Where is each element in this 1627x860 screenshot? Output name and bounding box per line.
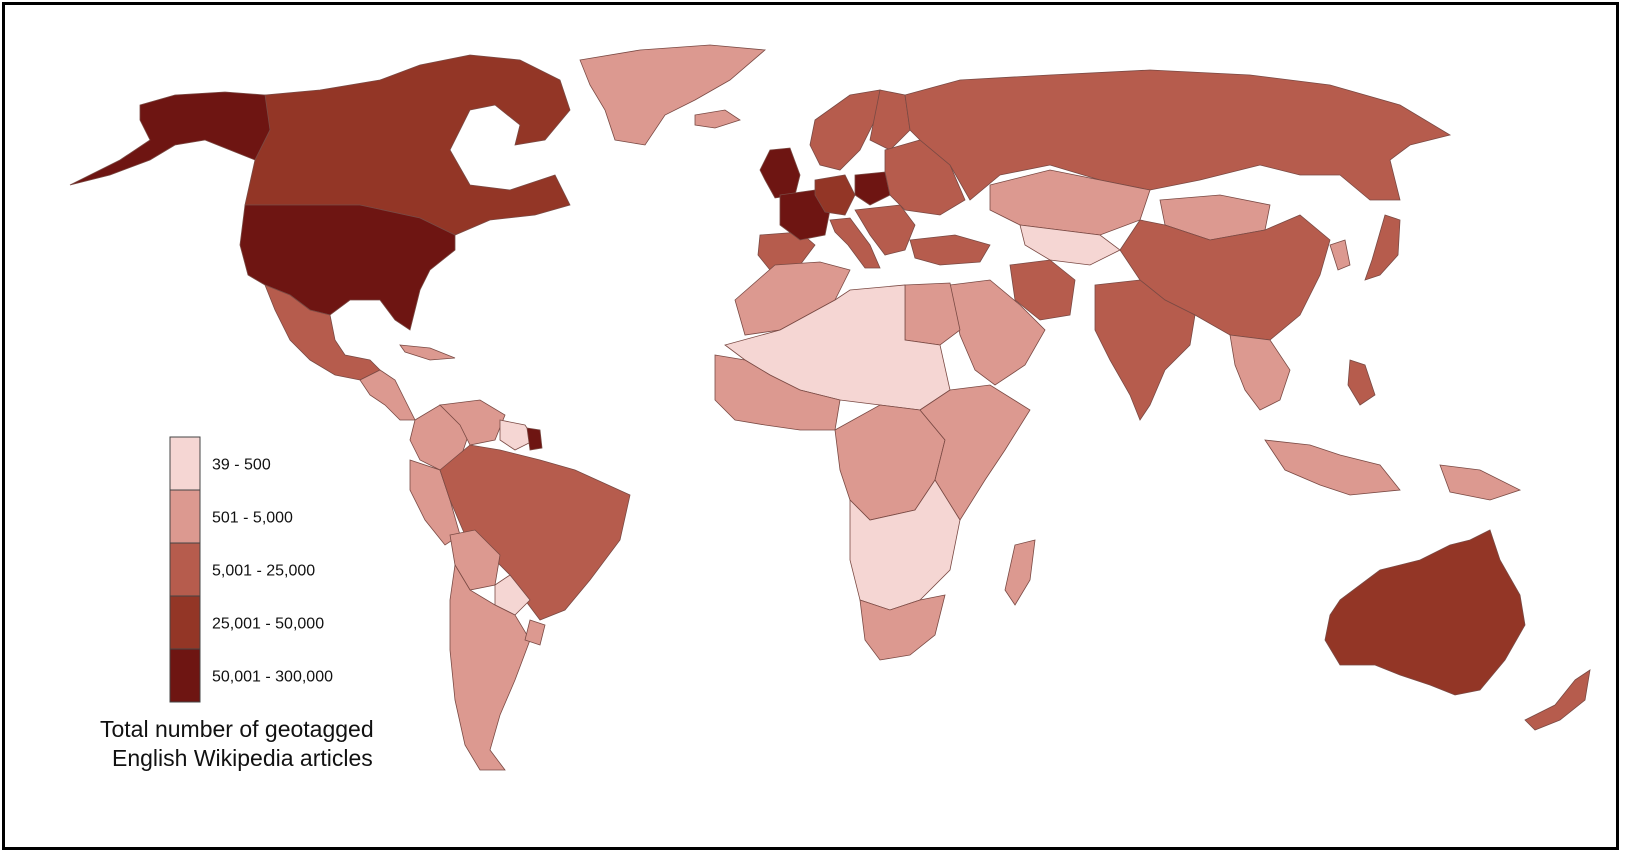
region-kazakhstan [989, 169, 1151, 236]
legend-label-5: 50,001 - 300,000 [212, 669, 333, 686]
legend-swatch-3 [169, 542, 201, 597]
region-australia [1324, 529, 1526, 696]
region-usa [239, 204, 456, 331]
region-southern-africa [849, 479, 961, 611]
legend-title-line1: Total number of geotagged [100, 716, 374, 742]
region-guyana-suriname [499, 419, 536, 451]
region-uk-ireland [759, 147, 801, 199]
region-germany [814, 174, 856, 216]
region-papua [1439, 464, 1522, 501]
region-southeast-asia [1229, 334, 1291, 411]
legend-label-2: 501 - 5,000 [212, 510, 293, 527]
region-russia [904, 69, 1452, 201]
legend-label-3: 5,001 - 25,000 [212, 563, 315, 580]
region-iran [1009, 259, 1076, 321]
region-india [1094, 279, 1196, 421]
region-new-zealand [1524, 669, 1591, 731]
region-north-africa [734, 261, 851, 336]
region-italy [829, 217, 881, 269]
legend-label-4: 25,001 - 50,000 [212, 616, 324, 633]
region-french-guiana [526, 427, 543, 451]
legend-swatch-1 [169, 436, 201, 491]
region-turkey [909, 234, 991, 266]
region-paraguay [494, 574, 531, 616]
legend-label-1: 39 - 500 [212, 457, 271, 474]
region-south-africa [859, 594, 946, 661]
region-uruguay [524, 619, 546, 646]
legend-swatch-2 [169, 489, 201, 544]
legend-swatches [169, 436, 201, 703]
region-chile-argentina [449, 563, 531, 771]
legend-swatch-5 [169, 648, 201, 703]
legend-labels: 39 - 500 501 - 5,000 5,001 - 25,000 25,001 … [212, 457, 333, 686]
region-alaska [69, 91, 301, 186]
region-japan [1364, 214, 1401, 281]
region-philippines [1347, 359, 1376, 406]
region-central-america [359, 369, 416, 421]
region-greenland [579, 44, 766, 146]
legend-swatch-4 [169, 595, 201, 650]
region-iceland [694, 109, 741, 129]
region-madagascar [1004, 539, 1036, 606]
region-poland [854, 171, 891, 206]
legend: 39 - 500 501 - 5,000 5,001 - 25,000 25,001 … [100, 436, 374, 771]
region-korea [1329, 239, 1351, 271]
region-venezuela [439, 399, 506, 446]
region-central-asia [1019, 224, 1121, 266]
countries-layer [69, 44, 1591, 771]
legend-title-line2: English Wikipedia articles [112, 745, 373, 771]
region-arabia [949, 279, 1046, 386]
region-indonesia [1264, 439, 1401, 496]
region-east-africa [919, 384, 1031, 521]
region-scandinavia [809, 89, 881, 171]
region-mexico [264, 284, 381, 381]
region-cuba [399, 344, 456, 361]
region-egypt [904, 282, 961, 346]
